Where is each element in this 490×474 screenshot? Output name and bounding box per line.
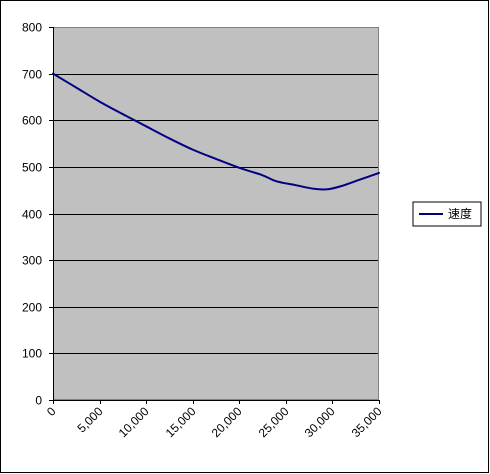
series-layer xyxy=(52,72,380,191)
y-tick-label-0: 0 xyxy=(35,394,42,408)
series-line-0 xyxy=(52,72,380,191)
y-axis: 0 100 200 300 400 500 600 700 800 xyxy=(22,21,54,408)
y-tick-label-500: 500 xyxy=(22,161,42,175)
legend-label: 速度 xyxy=(448,206,472,221)
y-tick-label-200: 200 xyxy=(22,301,42,315)
y-tick-label-400: 400 xyxy=(22,208,42,222)
y-tick-label-100: 100 xyxy=(22,347,42,361)
y-tick-label-700: 700 xyxy=(22,68,42,82)
y-tick-label-800: 800 xyxy=(22,21,42,35)
y-tick-label-300: 300 xyxy=(22,254,42,268)
legend: 速度 xyxy=(412,201,482,227)
y-tick-label-600: 600 xyxy=(22,114,42,128)
plot-area xyxy=(53,27,379,400)
